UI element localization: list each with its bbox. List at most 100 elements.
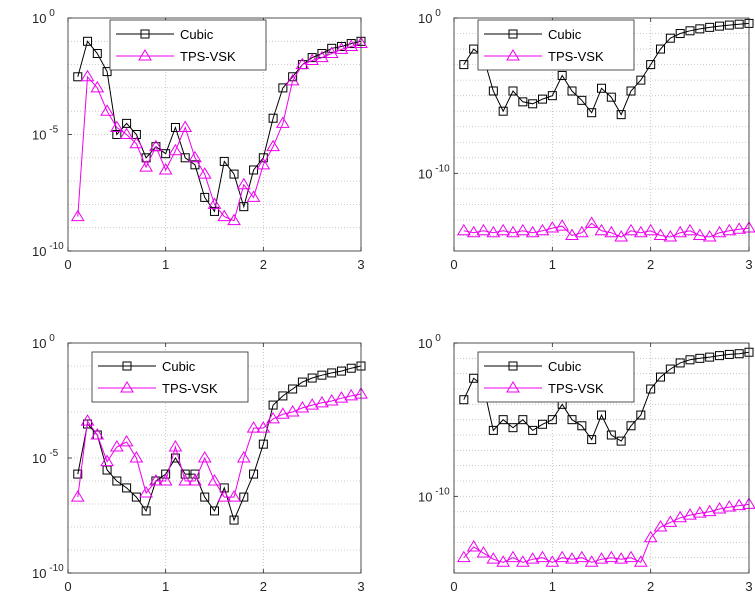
x-tick-label: 0 [64, 579, 71, 594]
series-line-tps-vsk [463, 222, 750, 238]
data-point-tps-vsk [525, 552, 540, 564]
data-point-tps-vsk [624, 223, 638, 236]
data-point-cubic [665, 33, 675, 43]
data-point-cubic [626, 86, 636, 96]
data-point-tps-vsk [496, 223, 511, 236]
data-point-cubic [508, 86, 518, 96]
data-point-tps-vsk [334, 42, 349, 54]
legend-label-tps-vsk: TPS-VSK [548, 381, 604, 396]
data-point-tps-vsk [197, 167, 212, 179]
data-point-tps-vsk [139, 160, 154, 172]
data-point-cubic [83, 36, 93, 46]
data-point-tps-vsk [178, 474, 193, 486]
data-point-cubic [102, 67, 112, 77]
data-point-tps-vsk [188, 474, 202, 486]
data-point-tps-vsk [643, 223, 658, 236]
legend-marker-tps-vsk [506, 49, 520, 61]
legend-label-cubic: Cubic [548, 27, 582, 42]
data-point-cubic [734, 19, 744, 29]
data-point-tps-vsk [486, 225, 501, 238]
data-point-tps-vsk [236, 451, 251, 463]
data-point-cubic [724, 20, 734, 30]
data-point-cubic [705, 22, 715, 32]
legend-box [91, 351, 249, 403]
data-point-tps-vsk [315, 395, 329, 408]
legend-marker-tps-vsk [138, 49, 152, 61]
x-tick-label: 3 [745, 257, 752, 272]
data-point-cubic [695, 353, 705, 363]
data-point-tps-vsk [673, 225, 688, 238]
data-point-tps-vsk [109, 120, 124, 132]
data-point-tps-vsk [673, 510, 688, 523]
y-tick-label: 10 -5 [32, 448, 59, 466]
data-point-tps-vsk [315, 50, 329, 63]
data-point-cubic [112, 130, 122, 139]
legend-box [477, 351, 635, 403]
data-point-tps-vsk [515, 223, 530, 236]
data-point-cubic [606, 430, 616, 440]
data-point-tps-vsk [236, 177, 251, 190]
data-point-tps-vsk [246, 421, 261, 433]
data-point-tps-vsk [158, 163, 173, 175]
data-point-cubic [518, 97, 528, 107]
legend: Cubic TPS-VSK [477, 19, 635, 71]
data-point-tps-vsk [227, 490, 241, 502]
data-point-cubic [538, 94, 547, 104]
data-point-tps-vsk [604, 550, 619, 563]
data-point-tps-vsk [139, 486, 154, 498]
data-point-tps-vsk [496, 555, 511, 567]
data-point-tps-vsk [653, 520, 668, 532]
data-point-tps-vsk [555, 219, 570, 231]
data-point-tps-vsk [545, 555, 560, 567]
data-point-cubic [606, 92, 616, 102]
data-point-tps-vsk [295, 57, 310, 70]
data-point-tps-vsk [178, 120, 193, 132]
data-point-cubic [636, 75, 646, 85]
subplot-2: 0 1 2 3 10 0 10 -10 Cubic TPS-VSK [418, 8, 755, 272]
data-point-cubic [577, 95, 587, 105]
axes-box [453, 17, 750, 252]
data-point-tps-vsk [702, 230, 717, 242]
data-point-tps-vsk [506, 550, 520, 563]
data-point-tps-vsk [712, 225, 727, 238]
x-tick-label: 1 [162, 257, 169, 272]
data-point-tps-vsk [633, 225, 648, 238]
legend-marker-tps-vsk [506, 381, 520, 393]
legend-label-tps-vsk: TPS-VSK [548, 49, 604, 64]
data-point-cubic [336, 366, 346, 376]
data-point-tps-vsk [692, 228, 707, 240]
series-line-cubic [463, 351, 750, 442]
y-tick-label: 10 -5 [32, 125, 59, 143]
data-point-tps-vsk [633, 555, 648, 567]
legend: Cubic TPS-VSK [109, 19, 267, 71]
data-point-tps-vsk [614, 552, 629, 564]
y-tick-label: 10 0 [418, 8, 441, 26]
data-point-tps-vsk [466, 225, 481, 238]
data-point-tps-vsk [456, 550, 471, 563]
data-point-cubic [685, 355, 695, 365]
data-point-cubic [597, 83, 606, 93]
data-point-cubic [665, 364, 675, 374]
data-point-cubic [112, 476, 122, 486]
data-point-tps-vsk [100, 104, 114, 116]
data-point-cubic [92, 48, 102, 58]
data-point-tps-vsk [305, 53, 320, 65]
y-tick-label: 10 -10 [418, 486, 450, 504]
x-tick-label: 1 [549, 257, 556, 272]
data-point-cubic [656, 372, 665, 382]
data-point-tps-vsk [246, 190, 261, 202]
data-point-tps-vsk [535, 223, 550, 236]
data-point-tps-vsk [456, 223, 471, 236]
data-point-cubic [170, 453, 180, 463]
data-point-tps-vsk [70, 490, 85, 502]
data-point-tps-vsk [574, 550, 589, 563]
y-tick-label: 10 0 [418, 333, 441, 351]
data-point-tps-vsk [188, 150, 202, 163]
data-point-cubic [141, 506, 151, 516]
data-point-tps-vsk [90, 80, 105, 93]
subplot-4: 0 1 2 3 10 0 10 -10 Cubic TPS-VSK [418, 333, 755, 594]
data-point-tps-vsk [119, 434, 134, 447]
data-point-tps-vsk [515, 555, 530, 567]
data-point-cubic [547, 91, 557, 101]
